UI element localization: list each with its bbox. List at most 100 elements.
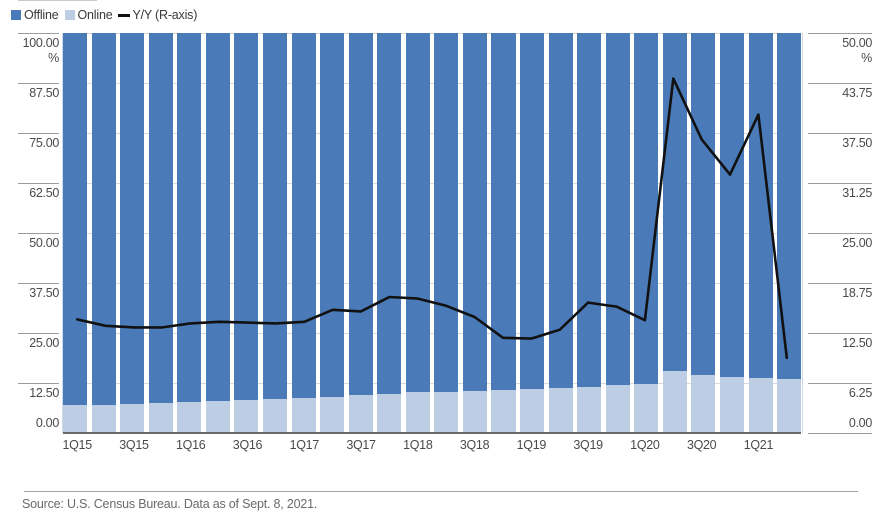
bar-segment-offline	[605, 33, 630, 385]
bar-segment-offline	[234, 33, 259, 401]
x-axis-label-3Q17: 3Q17	[346, 438, 376, 452]
stacked-bar-3Q18	[462, 33, 487, 433]
bar-segment-online	[320, 396, 345, 433]
bar-segment-online	[491, 389, 516, 433]
source-note: Source: U.S. Census Bureau. Data as of S…	[22, 497, 318, 511]
online-swatch-icon	[64, 10, 75, 20]
left-axis-tick	[18, 83, 59, 84]
stacked-bar-3Q20	[691, 33, 716, 433]
stacked-bar-2Q17	[320, 33, 345, 433]
right-axis-tick-label: 43.75	[842, 86, 872, 100]
bar-segment-online	[462, 391, 487, 433]
stacked-bar-1Q16	[177, 33, 202, 433]
left-axis-tick	[18, 183, 59, 184]
left-axis-tick-label: 87.50	[29, 86, 59, 100]
stacked-bar-1Q15	[63, 33, 88, 433]
stacked-bar-4Q20	[719, 33, 744, 433]
bar-segment-online	[405, 392, 430, 433]
right-axis-tick-label: 31.25	[842, 186, 872, 200]
left-axis-tick	[18, 333, 59, 334]
left-axis-tick-label: 25.00	[29, 336, 59, 350]
bar-segment-online	[205, 401, 230, 433]
left-axis-tick-label: 50.00	[29, 236, 59, 250]
x-axis-label-1Q20: 1Q20	[630, 438, 660, 452]
stacked-bar-3Q17	[348, 33, 373, 433]
bar-segment-offline	[177, 33, 202, 402]
bar-segment-offline	[148, 33, 173, 403]
bar-segment-offline	[291, 33, 316, 398]
gridline	[63, 383, 801, 384]
legend-item-yoy: Y/Y (R-axis)	[118, 8, 197, 22]
stacked-bar-4Q16	[262, 33, 287, 433]
right-axis-tick-label: 0.00	[848, 416, 872, 430]
right-axis-tick	[808, 83, 872, 84]
left-axis-tick	[18, 283, 59, 284]
legend-item-online: Online	[64, 8, 113, 22]
stacked-bar-1Q18	[405, 33, 430, 433]
x-axis-label-1Q15: 1Q15	[62, 438, 92, 452]
bar-segment-online	[177, 401, 202, 433]
left-axis-tick-label: 100.00	[22, 36, 60, 50]
bar-segment-offline	[377, 33, 402, 395]
bar-segment-online	[434, 391, 459, 433]
x-axis-label-3Q20: 3Q20	[686, 438, 717, 452]
right-axis-tick-label: 25.00	[842, 236, 872, 250]
bar-segment-online	[234, 400, 259, 433]
bar-segment-offline	[748, 33, 773, 379]
x-axis-line	[63, 432, 801, 434]
right-axis-tick-label: 50.00	[842, 36, 872, 50]
right-axis-tick-label: 18.75	[842, 286, 872, 300]
right-axis-tick	[808, 333, 872, 334]
right-axis-tick-label: 37.50	[842, 136, 872, 150]
bar-segment-offline	[577, 33, 602, 387]
left-axis-tick-label: 37.50	[29, 286, 59, 300]
bar-segment-offline	[348, 33, 373, 396]
stacked-bar-4Q17	[377, 33, 402, 433]
left-axis-tick	[18, 233, 59, 234]
bar-segment-offline	[634, 33, 659, 384]
yoy-line-swatch-icon	[118, 13, 131, 17]
stacked-bar-2Q21	[777, 33, 802, 433]
stacked-bar-2Q20	[662, 33, 687, 433]
offline-swatch-icon	[11, 10, 21, 20]
bar-segment-offline	[662, 33, 687, 371]
stacked-bar-4Q15	[148, 33, 173, 433]
right-axis-tick	[808, 183, 872, 184]
bar-segment-offline	[63, 33, 88, 406]
bar-segment-online	[120, 404, 145, 433]
bar-segment-offline	[405, 33, 430, 393]
stacked-bar-3Q15	[120, 33, 145, 433]
stacked-bar-1Q21	[748, 33, 773, 433]
bar-segment-online	[91, 405, 116, 433]
stacked-bar-2Q16	[205, 33, 230, 433]
x-axis-label-1Q16: 1Q16	[176, 438, 206, 452]
right-axis-tick-label: 12.50	[842, 336, 872, 350]
x-axis-label-1Q18: 1Q18	[403, 438, 433, 452]
right-axis-tick	[808, 233, 872, 234]
bar-segment-offline	[520, 33, 545, 389]
bar-segment-online	[691, 375, 716, 433]
right-axis-tick	[808, 283, 872, 284]
bar-segment-offline	[434, 33, 459, 392]
bar-segment-online	[777, 379, 802, 433]
left-axis-tick-label: 12.50	[29, 386, 59, 400]
bar-segment-offline	[491, 33, 516, 390]
right-axis-tick	[808, 383, 872, 384]
bar-segment-online	[348, 395, 373, 433]
legend-item-offline: Offline	[11, 8, 59, 22]
x-axis-label-3Q15: 3Q15	[119, 438, 149, 452]
top-divider-line	[18, 0, 97, 1]
bar-segment-online	[662, 371, 687, 433]
plot-left-border	[62, 33, 63, 433]
plot-right-border	[802, 33, 803, 433]
bar-segment-offline	[462, 33, 487, 392]
bar-segment-offline	[91, 33, 116, 405]
bar-segment-offline	[320, 33, 345, 397]
plot-area	[62, 33, 803, 433]
left-axis-tick-label: 75.00	[29, 136, 59, 150]
stacked-bar-4Q19	[605, 33, 630, 433]
bar-segment-online	[748, 378, 773, 433]
left-axis-tick	[18, 133, 59, 134]
x-axis-label-3Q18: 3Q18	[459, 438, 490, 452]
